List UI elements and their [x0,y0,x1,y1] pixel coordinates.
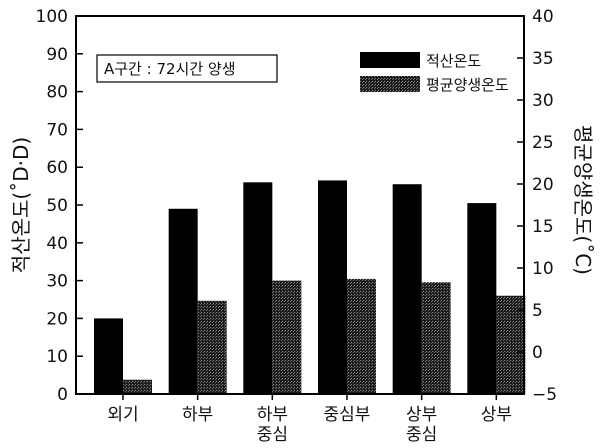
y-tick-label: 90 [46,45,68,65]
x-tick-label: 하부 [257,405,288,425]
y-tick-label: 10 [46,347,68,367]
legend-swatch-series-1 [360,52,420,68]
y2-tick-label: 5 [532,301,543,321]
legend-label-series-1: 적산온도 [426,52,481,70]
y2-tick-label: 0 [532,343,543,363]
bar-series-2 [272,280,302,394]
bar-series-2 [496,295,526,394]
y-tick-label: 20 [46,309,68,329]
annotation-frame [96,54,278,83]
y2-tick-label: 35 [532,49,554,69]
x-tick-label: 상부 [481,405,512,425]
annotation-box: A구간 : 72시간 양생 [96,54,278,83]
y-tick-label: 80 [46,83,68,103]
bar-series-1 [392,184,422,394]
y2-tick-label: −5 [532,385,557,405]
y-tick-label: 0 [57,385,68,405]
x-tick-label: 중심 [257,425,288,445]
y2-tick-label: 10 [532,259,554,279]
x-tick-label: 하부 [182,405,213,425]
x-tick-label: 중심 [406,425,437,445]
y-tick-label: 50 [46,196,68,216]
legend: 적산온도 평균양생온도 [360,52,509,94]
bar-series-1 [318,180,347,394]
y2-tick-label: 20 [532,175,554,195]
x-tick-label: 중심부 [324,405,371,425]
bar-series-1 [94,318,123,394]
legend-label-series-2: 평균양생온도 [426,76,509,94]
bar-series-1 [243,182,273,394]
y-tick-label: 60 [46,158,68,178]
x-tick-label: 상부 [406,405,437,425]
y-tick-label: 30 [46,272,68,292]
bar-series-2 [347,278,376,394]
bar-series-1 [467,203,497,394]
x-tick-label: 외기 [107,405,138,425]
left-axis: 0 10 20 30 40 50 60 70 80 90 100 [36,7,83,405]
y2-axis-title: 평균양생온도(˚C) [571,125,595,275]
y2-tick-label: 40 [532,7,554,27]
annotation-text: A구간 : 72시간 양생 [104,60,236,78]
y-tick-label: 40 [46,234,68,254]
bar-series-1 [168,208,198,394]
bar-series-2 [421,282,451,394]
bars-group [94,180,526,394]
bar-series-2 [197,300,227,394]
bar-series-2 [123,379,152,394]
y2-tick-label: 15 [532,217,554,237]
y-tick-label: 70 [46,120,68,140]
legend-swatch-series-2 [360,76,420,92]
y2-tick-label: 25 [532,133,554,153]
y-tick-label: 100 [36,7,68,27]
right-axis: −5 0 5 10 15 20 25 30 35 40 [517,7,557,405]
y2-tick-label: 30 [532,91,554,111]
y-axis-title: 적산온도(˚D·D) [9,137,33,273]
